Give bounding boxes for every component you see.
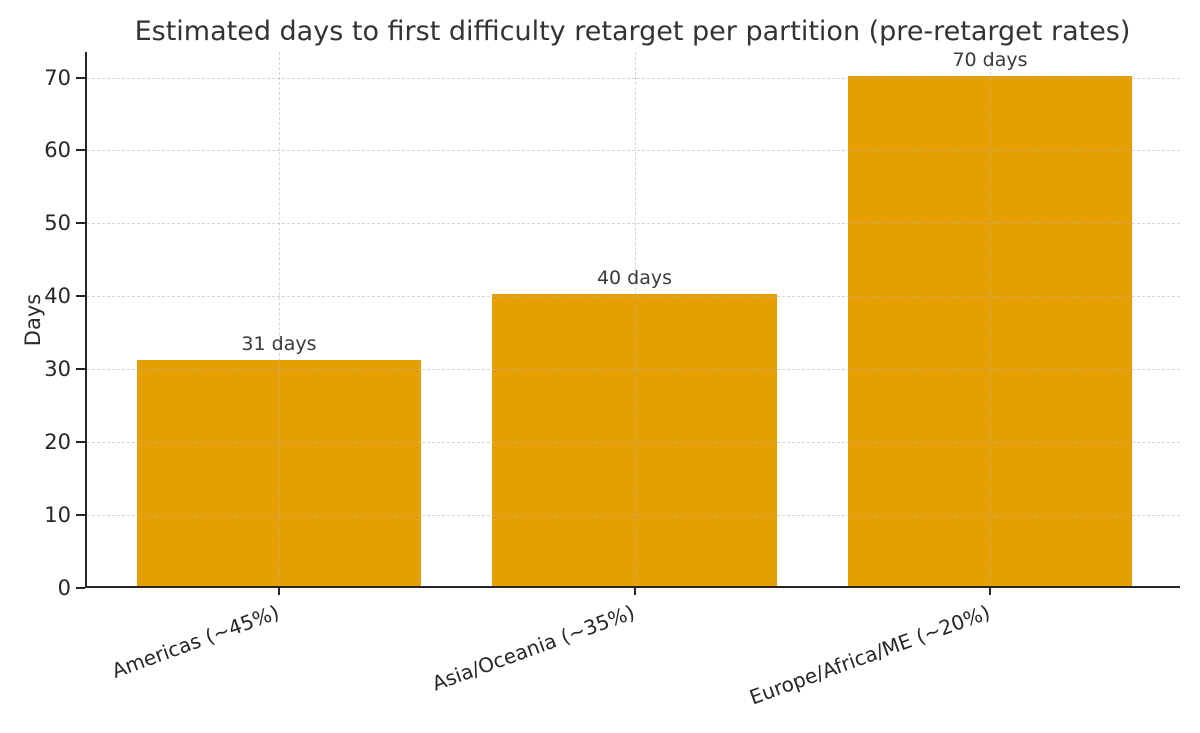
x-tick-mark	[277, 586, 280, 595]
y-tick-mark	[76, 514, 85, 517]
x-tick-mark	[633, 586, 636, 595]
bar-3	[847, 75, 1133, 586]
x-tick-mark	[989, 586, 992, 595]
y-tick-mark	[76, 149, 85, 152]
bar-value-label: 31 days	[241, 332, 317, 355]
y-tick-label: 60	[44, 138, 71, 163]
y-tick-label: 20	[44, 430, 71, 455]
y-tick-mark	[76, 76, 85, 79]
y-tick-label: 30	[44, 357, 71, 382]
y-tick-label: 50	[44, 211, 71, 236]
y-tick-mark	[76, 441, 85, 444]
plot-area: 0 10 20 30 40 50 60 70 31 days Americas (~45%) 40 …	[44, 48, 1180, 709]
y-tick-label: 40	[44, 284, 71, 309]
y-tick-mark	[76, 587, 85, 589]
y-tick-mark	[76, 295, 85, 298]
bar-1	[136, 359, 422, 586]
chart-title: Estimated days to first difficulty retar…	[134, 16, 1131, 47]
y-tick-label: 0	[57, 576, 71, 600]
y-tick-mark	[76, 368, 85, 371]
x-tick-label: Europe/Africa/ME (~20%)	[746, 600, 994, 710]
x-tick-label: Asia/Oceania (~35%)	[428, 600, 638, 696]
x-tick-label: Americas (~45%)	[108, 600, 283, 683]
y-tick-label: 70	[44, 65, 71, 90]
bar-value-label: 40 days	[596, 267, 673, 290]
bar-value-label: 70 days	[952, 48, 1028, 71]
y-tick-label: 10	[44, 503, 71, 528]
y-tick-mark	[76, 222, 85, 225]
bar-2	[492, 294, 777, 586]
